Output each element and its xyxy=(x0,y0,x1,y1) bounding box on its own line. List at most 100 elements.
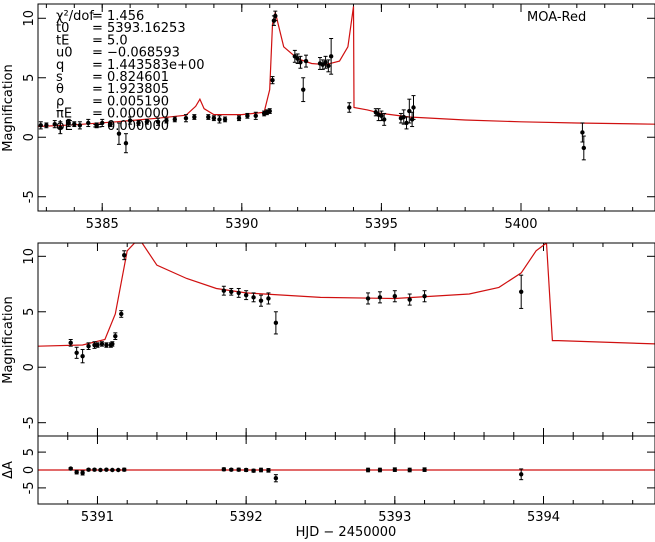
residuals-data-point xyxy=(377,467,383,473)
residual-panel-ticks: 5391 5392 5393 5394 -5 0 5 xyxy=(22,436,655,525)
top-data-point xyxy=(222,117,228,122)
middle-data-point xyxy=(229,289,234,295)
param-value: = −0.068593 xyxy=(92,46,180,61)
residuals-ytick-label: -5 xyxy=(22,481,37,494)
param-name: s xyxy=(56,70,63,85)
top-data-point xyxy=(303,58,309,64)
middle-data-point xyxy=(119,311,124,317)
middle-data-point xyxy=(99,341,105,347)
residuals-xtick-label: 5391 xyxy=(81,510,114,525)
param-name: χ²/dof xyxy=(56,9,94,24)
top-data-point xyxy=(217,117,222,122)
middle-data-point xyxy=(365,296,371,301)
top-data-point xyxy=(323,60,328,65)
residuals-data-point xyxy=(116,467,121,473)
top-data-point xyxy=(192,114,197,120)
middle-data-point xyxy=(74,350,79,356)
top-data-point xyxy=(38,123,43,128)
top-data-point xyxy=(411,105,416,110)
residuals-data-point xyxy=(74,469,79,475)
residuals-ytick-label: 5 xyxy=(22,448,37,456)
param-name: u0 xyxy=(56,46,73,61)
middle-ytick-label: 0 xyxy=(22,363,37,371)
residuals-data-point xyxy=(258,467,264,473)
param-name: πE xyxy=(56,107,72,122)
top-data-point xyxy=(295,56,300,61)
residual-data-points xyxy=(38,466,655,483)
param-value: = 1.923805 xyxy=(92,82,169,97)
top-panel-ticks: 5385 5390 5395 5400 -5 0 5 10 xyxy=(22,4,655,232)
residual-panel-frame xyxy=(37,435,655,505)
top-model-line xyxy=(38,6,655,128)
middle-model-line xyxy=(38,243,655,347)
top-data-point xyxy=(301,87,306,92)
middle-data-point xyxy=(68,340,73,346)
top-panel-frame xyxy=(37,3,655,212)
observatory-label: MOA-Red xyxy=(527,10,586,25)
residuals-xtick-label: 5393 xyxy=(378,510,411,525)
residuals-data-point xyxy=(407,467,412,473)
middle-data-point xyxy=(236,290,241,296)
top-data-point xyxy=(100,120,105,126)
middle-data-point xyxy=(258,298,264,303)
top-data-point xyxy=(183,116,189,121)
param-name: θ xyxy=(56,82,64,97)
residuals-data-point xyxy=(86,467,91,472)
top-data-point xyxy=(52,121,57,127)
residuals-xtick-label: 5392 xyxy=(230,510,263,525)
top-data-point xyxy=(44,123,49,128)
top-data-point xyxy=(270,77,275,83)
top-data-point xyxy=(253,113,258,119)
residuals-data-point xyxy=(392,467,398,472)
residuals-data-point xyxy=(266,468,271,473)
middle-data-point xyxy=(95,342,100,348)
top-data-point xyxy=(66,120,71,126)
residuals-data-point xyxy=(104,467,109,472)
middle-panel-frame xyxy=(37,242,655,437)
middle-data-point xyxy=(104,342,109,348)
residuals-xtick-label: 5394 xyxy=(527,510,560,525)
middle-y-axis-title: Magnification xyxy=(1,296,16,384)
residuals-data-point xyxy=(122,467,127,472)
param-value: = 0.005190 xyxy=(92,94,169,109)
param-name: q xyxy=(56,58,64,73)
fit-parameters: χ²/dof= 1.456 t0 = 5393.16253 tE = 5.0 u0 = −0… xyxy=(56,9,205,134)
middle-ytick-label: -5 xyxy=(22,416,37,429)
top-data-point xyxy=(72,121,77,127)
param-value: = 1.443583e+00 xyxy=(92,58,205,73)
residuals-ytick-label: 0 xyxy=(22,466,37,474)
middle-data-point xyxy=(392,294,398,299)
residual-panel: 5391 5392 5393 5394 -5 0 5 xyxy=(22,435,655,525)
middle-model-curve xyxy=(38,243,655,347)
top-data-point xyxy=(267,108,272,114)
residuals-data-point xyxy=(518,472,524,477)
x-axis-title: HJD − 2450000 xyxy=(296,525,397,540)
top-xtick-label: 5395 xyxy=(365,217,398,232)
top-data-point xyxy=(379,113,384,119)
residuals-data-point xyxy=(243,467,249,473)
residuals-data-point xyxy=(80,470,85,476)
top-data-point xyxy=(172,117,178,122)
residuals-data-point xyxy=(98,467,103,473)
middle-data-points xyxy=(68,250,524,364)
middle-ytick-label: 5 xyxy=(22,308,37,316)
middle-data-point xyxy=(377,295,383,300)
top-xtick-label: 5390 xyxy=(225,217,258,232)
residuals-data-point xyxy=(236,467,241,472)
param-value: = 0.000000 xyxy=(92,107,169,122)
middle-data-point xyxy=(110,341,115,347)
top-data-point xyxy=(58,125,63,130)
middle-ytick-label: 10 xyxy=(22,248,37,265)
top-data-point xyxy=(581,145,587,151)
top-xtick-label: 5400 xyxy=(504,217,537,232)
top-data-point xyxy=(298,60,303,65)
top-ytick-label: -5 xyxy=(22,190,37,203)
middle-data-point xyxy=(251,295,256,300)
param-value: = 0.000000 xyxy=(92,119,169,134)
top-data-point xyxy=(86,120,91,126)
top-data-point xyxy=(236,116,242,121)
top-data-point xyxy=(328,54,334,59)
top-data-point xyxy=(164,118,169,123)
middle-data-point xyxy=(80,353,85,359)
